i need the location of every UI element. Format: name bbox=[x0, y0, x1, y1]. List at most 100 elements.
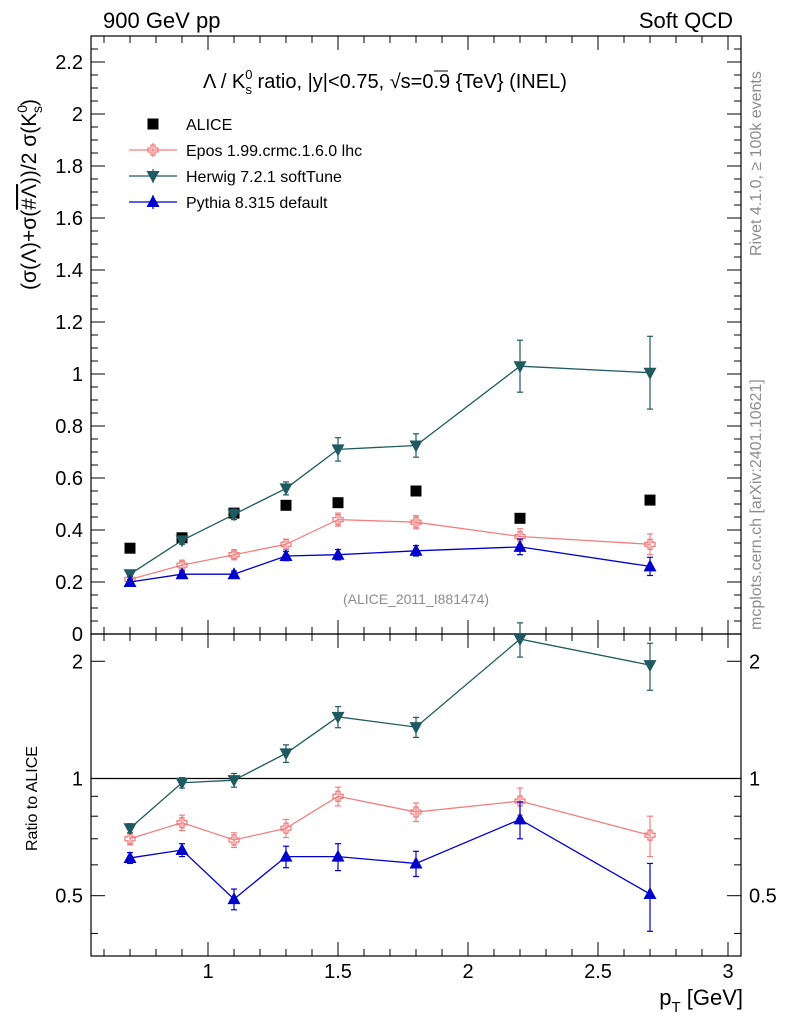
ylabel-part-d: ) bbox=[18, 99, 41, 106]
data-point-herwig bbox=[331, 711, 345, 724]
ylabel-part-b: #Λ bbox=[18, 184, 41, 210]
data-point-epos bbox=[280, 538, 292, 550]
series-line-epos bbox=[129, 518, 651, 581]
data-point-herwig bbox=[643, 367, 657, 380]
data-point-herwig bbox=[227, 775, 241, 788]
main-y-tick-label: 0.2 bbox=[55, 572, 83, 594]
xlabel-part-p: p bbox=[659, 985, 671, 1010]
data-point-pythia bbox=[331, 849, 345, 862]
data-point-alice bbox=[280, 499, 292, 511]
data-point-epos bbox=[514, 530, 526, 543]
data-point-epos bbox=[228, 549, 240, 561]
legend-marker-herwig bbox=[129, 169, 177, 183]
ratio-y-tick-label-right: 1 bbox=[749, 768, 760, 790]
ratio-plot-frame bbox=[90, 633, 742, 957]
data-point-pythia bbox=[227, 567, 241, 580]
legend-symbol-herwig bbox=[146, 171, 160, 183]
main-y-tick-label: 1.8 bbox=[55, 156, 83, 178]
legend-label-alice: ALICE bbox=[186, 117, 232, 134]
data-point-epos bbox=[280, 822, 292, 834]
analysis-tag: (ALICE_2011_I881474) bbox=[343, 591, 489, 607]
data-point-pythia bbox=[123, 575, 137, 587]
main-y-tick-label: 1.6 bbox=[55, 208, 83, 230]
ratio-y-tick-label-left: 0.5 bbox=[55, 886, 83, 908]
main-plot-title: Λ / K0 s ratio, |y|<0.75, √s=0.9 {TeV} (I… bbox=[203, 67, 567, 97]
data-point-pythia bbox=[123, 850, 137, 863]
data-point-pythia bbox=[279, 549, 293, 561]
data-point-herwig bbox=[643, 660, 657, 673]
data-point-pythia bbox=[279, 849, 293, 862]
series-line-herwig bbox=[129, 365, 651, 575]
title-part-root: √s bbox=[390, 71, 411, 93]
data-point-herwig bbox=[279, 483, 293, 496]
series-line-epos bbox=[129, 795, 651, 841]
legend-label-epos: Epos 1.99.crmc.1.6.0 lhc bbox=[186, 143, 362, 160]
data-point-epos bbox=[176, 817, 188, 829]
data-point-epos bbox=[228, 834, 240, 846]
data-point-herwig bbox=[331, 444, 345, 457]
data-point-pythia bbox=[409, 543, 423, 556]
data-point-pythia bbox=[175, 843, 189, 856]
data-point-alice bbox=[514, 512, 526, 524]
legend: ALICE Epos 1.99.crmc.1.6.0 lhc Herwig 7.… bbox=[129, 117, 362, 212]
xlabel-part-rest: [GeV] bbox=[681, 985, 743, 1010]
data-point-epos bbox=[644, 829, 656, 841]
legend-marker-pythia bbox=[129, 195, 177, 209]
data-point-herwig bbox=[175, 535, 189, 548]
header-collision-label: 900 GeV pp bbox=[103, 8, 220, 33]
data-point-alice bbox=[644, 494, 656, 506]
title-part-sup: 0 bbox=[245, 67, 252, 82]
rivet-version-label: Rivet 4.1.0, ≥ 100k events bbox=[748, 71, 765, 256]
title-part-tail: =0.9 {TeV} (INEL) bbox=[411, 71, 567, 93]
main-y-tick-label: 1 bbox=[72, 364, 83, 386]
x-tick-label: 2.5 bbox=[584, 961, 612, 983]
series-alice bbox=[124, 485, 656, 554]
ylabel-part-sub: s bbox=[29, 106, 45, 113]
data-point-epos bbox=[332, 790, 344, 802]
data-point-epos bbox=[644, 538, 656, 550]
ratio-y-tick-label-right: 0.5 bbox=[749, 886, 777, 908]
legend-entry-epos: Epos 1.99.crmc.1.6.0 lhc bbox=[129, 143, 362, 160]
series-epos bbox=[124, 786, 656, 858]
data-point-pythia bbox=[513, 812, 527, 825]
title-part-sub: s bbox=[246, 82, 253, 97]
main-y-tick-label: 0.4 bbox=[55, 520, 83, 542]
data-point-herwig bbox=[227, 509, 241, 522]
legend-symbol-alice bbox=[147, 118, 159, 130]
legend-symbol-epos bbox=[147, 144, 159, 156]
data-point-epos bbox=[410, 806, 422, 818]
ylabel-part-a: (σ(Λ)+σ( bbox=[18, 210, 41, 290]
main-y-tick-label: 2.2 bbox=[55, 52, 83, 74]
data-point-herwig bbox=[409, 722, 423, 735]
ratio-y-axis-label: Ratio to ALICE bbox=[24, 746, 41, 851]
main-y-tick-label: 2 bbox=[72, 104, 83, 126]
ratio-axis-ticks: 0.5 0.5 1 1 2 2 1 1.5 2 2.5 3 bbox=[55, 634, 777, 983]
main-y-tick-label: 1.4 bbox=[55, 260, 83, 282]
data-point-pythia bbox=[227, 892, 241, 905]
title-part-pre: Λ / K bbox=[203, 71, 246, 93]
data-point-herwig bbox=[123, 823, 137, 836]
legend-entry-alice: ALICE bbox=[147, 117, 232, 134]
data-point-pythia bbox=[409, 856, 423, 869]
data-point-pythia bbox=[175, 567, 189, 580]
data-point-herwig bbox=[409, 440, 423, 453]
ratio-plot-series bbox=[123, 622, 657, 932]
data-point-alice bbox=[124, 542, 136, 554]
series-herwig bbox=[123, 622, 657, 836]
x-tick-label: 3 bbox=[722, 961, 733, 983]
series-pythia bbox=[123, 801, 657, 932]
main-y-tick-label: 1.2 bbox=[55, 312, 83, 334]
data-point-epos bbox=[514, 795, 526, 807]
ylabel-part-sup: 0 bbox=[14, 105, 30, 113]
series-pythia bbox=[123, 538, 657, 587]
legend-marker-alice bbox=[147, 118, 159, 130]
legend-marker-epos bbox=[129, 143, 177, 157]
data-point-pythia bbox=[331, 547, 345, 560]
data-point-herwig bbox=[513, 361, 527, 374]
data-point-herwig bbox=[513, 634, 527, 647]
main-y-axis-label: (σ(Λ)+σ(#Λ))/2 σ(K0s) bbox=[14, 99, 45, 290]
header-category-label: Soft QCD bbox=[639, 8, 733, 33]
data-point-pythia bbox=[643, 887, 657, 900]
main-plot-series bbox=[123, 335, 657, 587]
